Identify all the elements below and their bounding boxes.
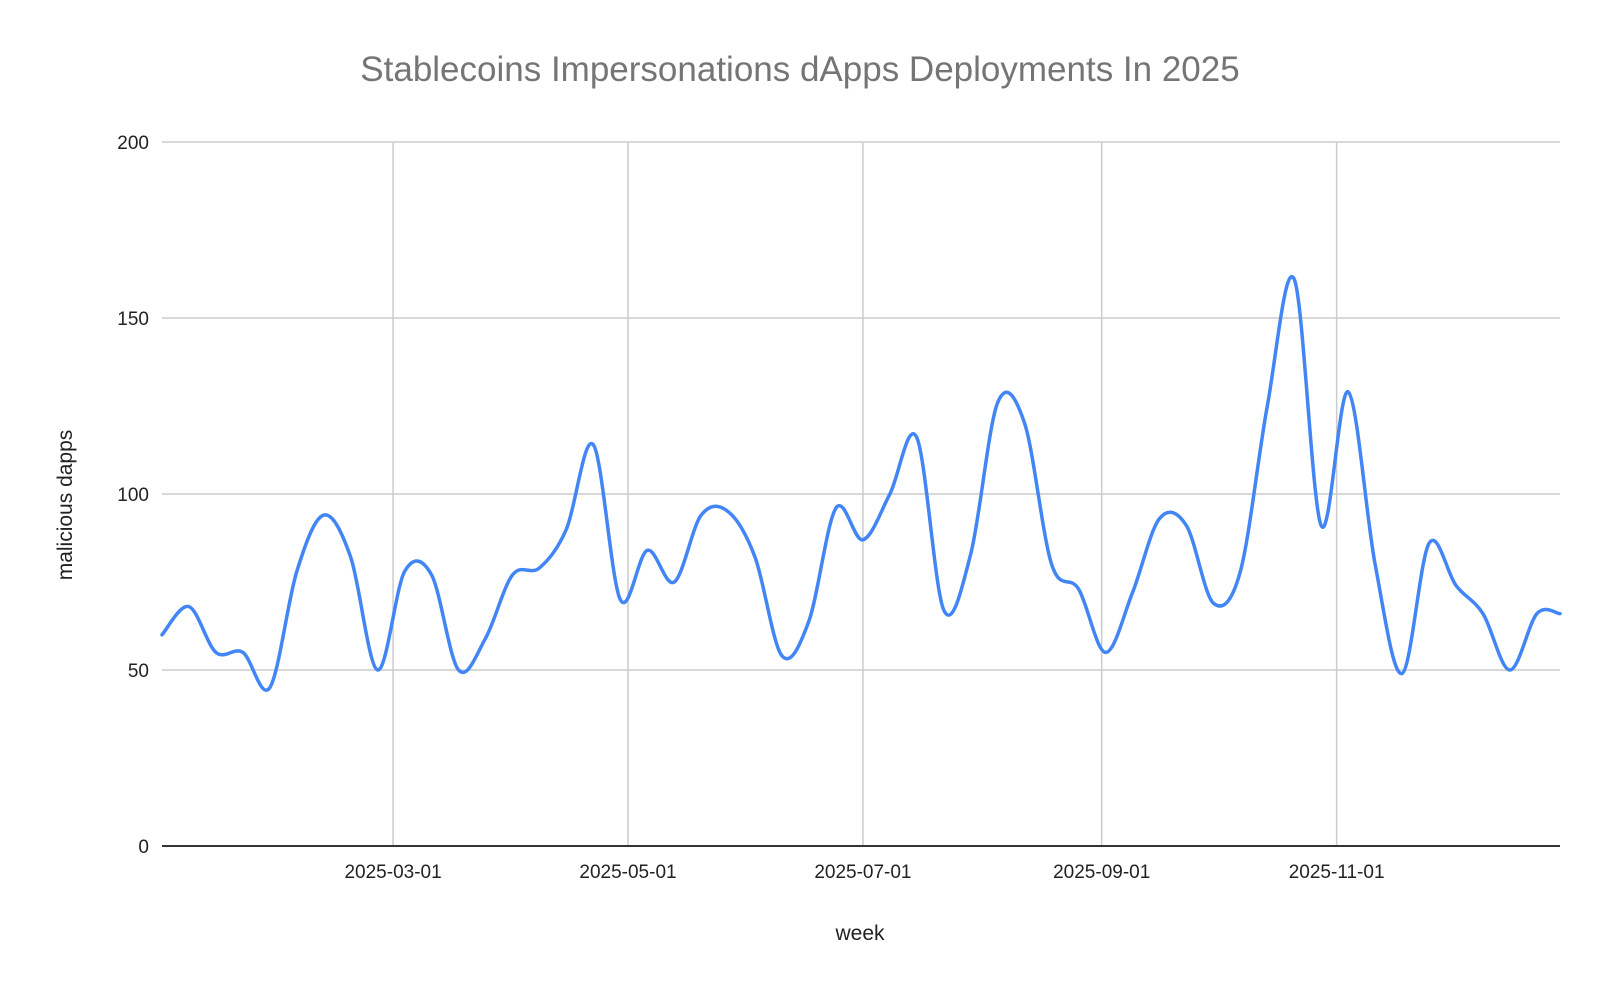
y-tick-label: 150: [117, 309, 149, 330]
chart-title: Stablecoins Impersonations dApps Deploym…: [360, 50, 1240, 89]
x-tick-label: 2025-03-01: [344, 862, 441, 883]
x-tick-label: 2025-07-01: [814, 862, 911, 883]
x-tick-label: 2025-09-01: [1053, 862, 1150, 883]
x-tick-label: 2025-05-01: [579, 862, 676, 883]
y-tick-label: 0: [138, 837, 149, 858]
y-axis-label: malicious dapps: [54, 429, 77, 581]
gridlines: [162, 141, 1560, 846]
tick-labels: 0 50 100 150 200 2025-03-01 2025-05-01 2025-07-…: [117, 133, 1384, 883]
x-tick-label: 2025-11-01: [1289, 862, 1385, 883]
x-axis-label: week: [835, 922, 885, 945]
y-tick-label: 50: [128, 661, 149, 682]
y-tick-label: 200: [117, 133, 149, 154]
series-line: [160, 274, 1562, 692]
y-tick-label: 100: [117, 485, 149, 506]
series-layer: [160, 274, 1562, 692]
